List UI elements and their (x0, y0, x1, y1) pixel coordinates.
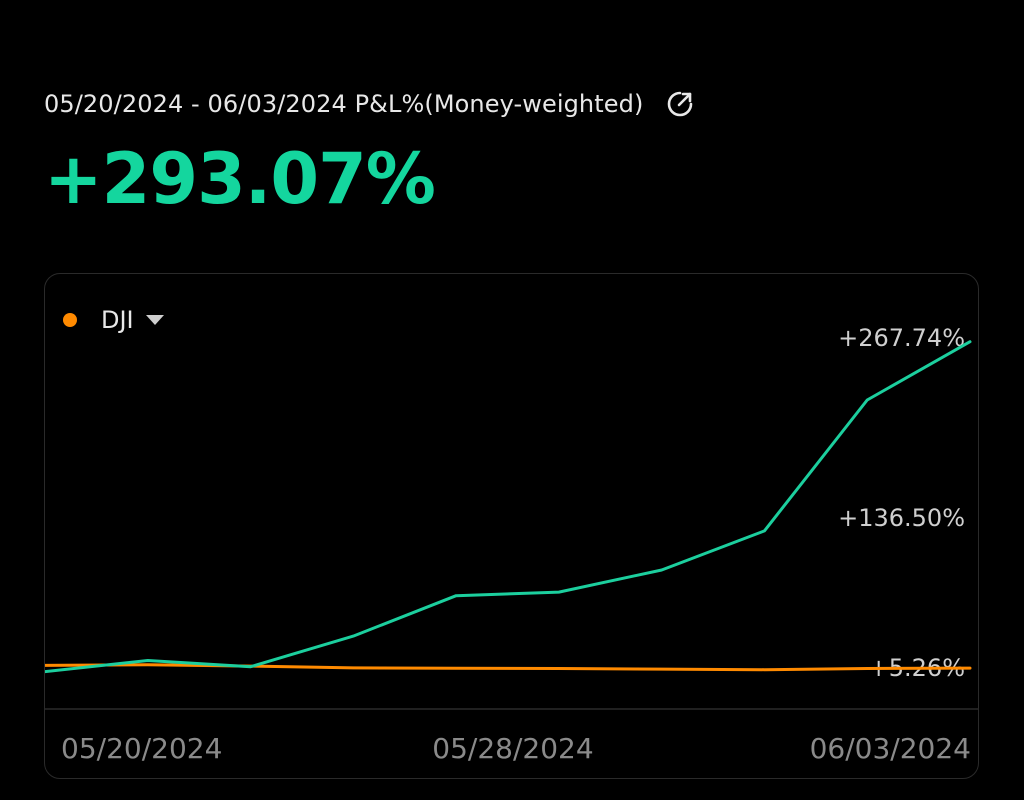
x-tick-label: 05/20/2024 (61, 732, 222, 765)
benchmark-legend-dot (63, 313, 77, 327)
x-tick-label: 05/28/2024 (432, 732, 593, 765)
share-external-icon[interactable] (665, 89, 695, 119)
x-tick-label: 06/03/2024 (810, 732, 971, 765)
y-tick-layer: +267.74%+136.50%+5.26% (838, 324, 965, 682)
pnl-line-chart: +267.74%+136.50%+5.26% 05/20/2024 05/28/2… (45, 324, 978, 765)
benchmark-series-line (45, 663, 972, 672)
series-layer (45, 340, 972, 674)
portfolio-series-line (45, 340, 972, 674)
period-label: 05/20/2024 - 06/03/2024 P&L%(Money-weigh… (44, 90, 644, 118)
caret-down-icon (145, 315, 164, 325)
chart-card: +267.74% +136.50% +5.26% 05/20/2024 05/28/2… (44, 273, 979, 779)
y-tick-label: +267.74% (838, 324, 965, 352)
share-external-icon-glyph (668, 91, 693, 117)
benchmark-selector[interactable]: DJI (63, 306, 164, 334)
x-tick-layer: 05/20/2024 05/28/2024 06/03/2024 (61, 732, 971, 765)
y-tick-label: +136.50% (838, 504, 965, 532)
benchmark-name: DJI (101, 306, 134, 334)
header-row: 05/20/2024 - 06/03/2024 P&L%(Money-weigh… (44, 84, 695, 124)
total-return-value: +293.07% (44, 138, 436, 220)
